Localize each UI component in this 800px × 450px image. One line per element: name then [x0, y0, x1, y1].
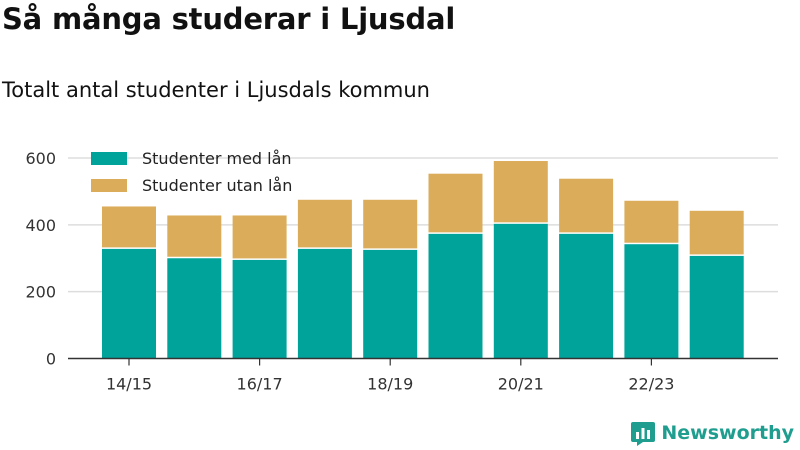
bar-with-loan: [624, 244, 679, 359]
x-tick-label: 16/17: [237, 375, 283, 394]
legend-label: Studenter med lån: [142, 149, 292, 168]
bar-with-loan: [428, 233, 483, 359]
bar-without-loan: [232, 215, 287, 259]
bar-without-loan: [559, 178, 614, 233]
legend-swatch: [91, 152, 127, 165]
x-tick-label: 20/21: [498, 375, 544, 394]
x-tick-label: 18/19: [367, 375, 413, 394]
bar-with-loan: [493, 223, 548, 359]
y-tick-label: 200: [25, 283, 56, 302]
bar-without-loan: [493, 161, 548, 223]
y-tick-label: 400: [25, 216, 56, 235]
bar-without-loan: [428, 173, 483, 233]
x-tick-label: 14/15: [106, 375, 152, 394]
bar-with-loan: [167, 258, 222, 359]
legend-swatch: [91, 179, 127, 192]
bar-with-loan: [363, 249, 418, 359]
bar-without-loan: [102, 206, 156, 248]
y-tick-label: 600: [25, 149, 56, 168]
bar-without-loan: [363, 199, 418, 249]
newsworthy-logo-icon: [631, 422, 656, 446]
bar-without-loan: [689, 210, 744, 255]
brand-logo: Newsworthy: [631, 420, 794, 446]
brand-name: Newsworthy: [661, 422, 794, 444]
x-tick-label: 22/23: [628, 375, 674, 394]
y-tick-label: 0: [46, 350, 56, 369]
bar-with-loan: [102, 248, 156, 359]
chart-title: Så många studerar i Ljusdal: [2, 2, 456, 36]
bar-with-loan: [559, 233, 614, 359]
bar-without-loan: [167, 215, 222, 257]
bar-without-loan: [624, 200, 679, 243]
bar-without-loan: [297, 199, 352, 248]
legend-label: Studenter utan lån: [142, 176, 292, 195]
bar-with-loan: [689, 255, 744, 359]
bar-with-loan: [297, 248, 352, 359]
bar-with-loan: [232, 259, 287, 359]
chart-subtitle: Totalt antal studenter i Ljusdals kommun: [2, 78, 430, 102]
